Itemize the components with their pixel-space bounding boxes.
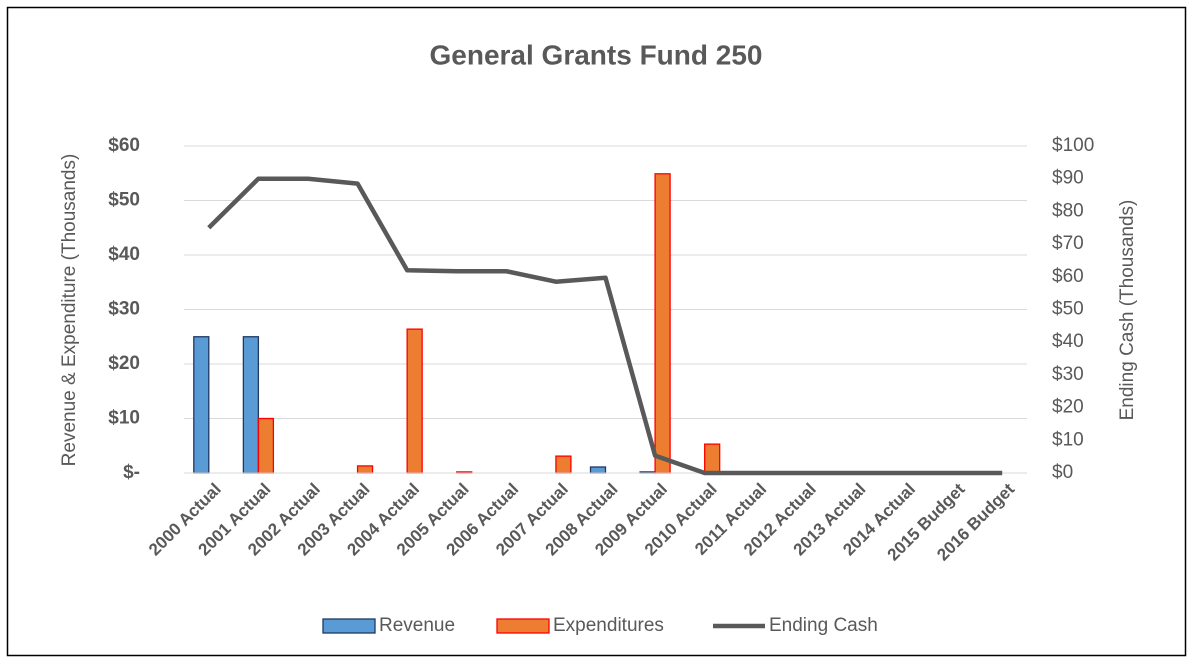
y2-tick-label: $10 bbox=[1052, 429, 1084, 450]
bar bbox=[555, 455, 572, 474]
legend-swatch bbox=[322, 618, 376, 634]
y2-tick-label: $90 bbox=[1052, 168, 1084, 189]
y2-tick-label: $0 bbox=[1052, 462, 1073, 483]
y2-tick-label: $40 bbox=[1052, 331, 1084, 352]
y-tick-label: $60 bbox=[108, 135, 140, 156]
line-series bbox=[207, 176, 1003, 476]
y-axis-label: Revenue & Expenditure (Thousands) bbox=[59, 154, 80, 467]
y-tick-label: $10 bbox=[108, 408, 140, 429]
legend-swatch bbox=[496, 618, 550, 634]
bar bbox=[356, 465, 374, 474]
legend-label: Expenditures bbox=[553, 615, 664, 636]
y2-tick-label: $100 bbox=[1052, 135, 1094, 156]
y2-tick-label: $60 bbox=[1052, 266, 1084, 287]
y-tick-label: $20 bbox=[108, 353, 140, 374]
y2-tick-label: $80 bbox=[1052, 200, 1084, 221]
bar bbox=[193, 336, 210, 474]
bar bbox=[242, 336, 260, 474]
y2-tick-label: $50 bbox=[1052, 299, 1084, 320]
y-tick-label: $30 bbox=[108, 299, 140, 320]
chart-border bbox=[6, 6, 1187, 657]
bar bbox=[704, 443, 721, 474]
y-tick-label: $40 bbox=[108, 244, 140, 265]
y-tick-label: $50 bbox=[108, 190, 140, 211]
y2-tick-label: $70 bbox=[1052, 233, 1084, 254]
bar bbox=[406, 328, 423, 474]
y2-tick-label: $30 bbox=[1052, 364, 1084, 385]
bar bbox=[589, 466, 607, 474]
bar bbox=[257, 417, 275, 474]
legend-label: Ending Cash bbox=[769, 615, 878, 636]
bar bbox=[654, 173, 671, 474]
y2-axis-label: Ending Cash (Thousands) bbox=[1117, 200, 1138, 421]
chart-title: General Grants Fund 250 bbox=[430, 39, 763, 70]
legend-label: Revenue bbox=[379, 615, 455, 636]
y2-tick-label: $20 bbox=[1052, 397, 1084, 418]
y-tick-label: $- bbox=[123, 462, 140, 483]
